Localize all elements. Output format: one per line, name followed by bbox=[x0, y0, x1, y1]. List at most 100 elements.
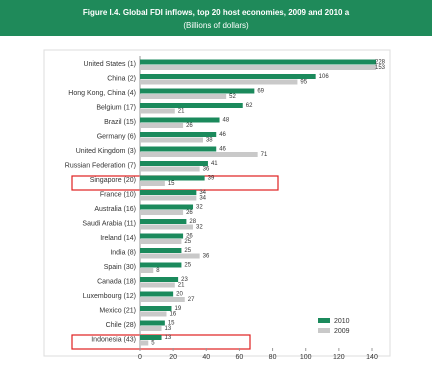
y-tick-label: Belgium (17) bbox=[96, 104, 136, 111]
y-tick-label: United Kingdom (3) bbox=[76, 148, 136, 155]
value-label: 153 bbox=[375, 65, 386, 71]
bar bbox=[140, 152, 258, 157]
bar bbox=[140, 291, 174, 297]
value-label: 25 bbox=[184, 239, 191, 245]
chart-title: Figure I.4. Global FDI inflows, top 20 h… bbox=[83, 8, 350, 17]
value-label: 15 bbox=[168, 321, 175, 327]
bars bbox=[140, 59, 376, 346]
bar bbox=[140, 268, 154, 273]
value-label: 27 bbox=[188, 297, 195, 303]
value-label: 32 bbox=[196, 225, 203, 231]
x-tick-label: 40 bbox=[202, 354, 210, 361]
y-tick-label: Hong Kong, China (4) bbox=[68, 90, 136, 97]
value-label: 32 bbox=[196, 205, 203, 211]
x-tick-label: 100 bbox=[300, 354, 312, 361]
value-label: 41 bbox=[211, 161, 218, 167]
value-label: 16 bbox=[170, 312, 177, 318]
bar bbox=[140, 233, 184, 239]
y-tick-label: France (10) bbox=[100, 191, 136, 198]
value-label: 26 bbox=[186, 123, 193, 129]
value-label: 38 bbox=[206, 138, 213, 144]
bar bbox=[140, 306, 172, 311]
bar bbox=[140, 94, 227, 99]
x-tick-label: 0 bbox=[138, 354, 142, 361]
value-label: 34 bbox=[199, 196, 206, 202]
value-label: 21 bbox=[178, 283, 185, 289]
value-label: 25 bbox=[184, 263, 191, 269]
value-label: 39 bbox=[208, 176, 215, 182]
bar bbox=[140, 320, 165, 326]
legend-swatch bbox=[318, 328, 330, 333]
bar bbox=[140, 59, 376, 65]
value-label: 28 bbox=[189, 219, 196, 225]
value-label: 15 bbox=[168, 181, 175, 187]
y-tick-label: Canada (18) bbox=[97, 278, 136, 285]
bar bbox=[140, 297, 185, 302]
chart-subtitle: (Billions of dollars) bbox=[183, 21, 249, 30]
y-tick-label: Germany (6) bbox=[97, 133, 136, 140]
bar bbox=[140, 161, 208, 166]
bar bbox=[140, 326, 162, 331]
bar bbox=[140, 117, 220, 123]
legend-label: 2009 bbox=[334, 328, 350, 335]
bar bbox=[140, 277, 179, 282]
y-tick-label: Australia (16) bbox=[94, 206, 136, 213]
value-label: 36 bbox=[203, 254, 210, 260]
bar bbox=[140, 335, 162, 340]
bar bbox=[140, 262, 182, 268]
value-label: 228 bbox=[375, 60, 386, 66]
value-label: 26 bbox=[186, 210, 193, 216]
y-tick-label: Chile (28) bbox=[106, 322, 136, 329]
x-tick-label: 140 bbox=[366, 354, 378, 361]
value-label: 62 bbox=[246, 103, 253, 109]
value-label: 13 bbox=[165, 326, 172, 332]
bar bbox=[140, 74, 316, 79]
header-band bbox=[0, 0, 432, 36]
y-tick-label: Mexico (21) bbox=[99, 307, 136, 314]
y-tick-label: China (2) bbox=[107, 75, 136, 82]
bar bbox=[140, 146, 217, 152]
bar bbox=[140, 190, 197, 195]
bar bbox=[140, 175, 205, 181]
bar bbox=[140, 103, 243, 108]
bar bbox=[140, 181, 165, 186]
value-label: 46 bbox=[219, 147, 226, 153]
value-label: 23 bbox=[181, 277, 188, 283]
value-label: 8 bbox=[156, 268, 160, 274]
bar bbox=[140, 248, 182, 253]
bar bbox=[140, 239, 182, 244]
value-label: 48 bbox=[223, 118, 230, 124]
bar bbox=[140, 204, 194, 210]
bar bbox=[140, 108, 175, 114]
value-label: 21 bbox=[178, 109, 185, 115]
y-tick-label: India (8) bbox=[110, 249, 136, 256]
bar bbox=[140, 137, 203, 143]
value-label: 19 bbox=[174, 306, 181, 312]
bar bbox=[140, 311, 167, 317]
plot-frame bbox=[43, 49, 391, 357]
value-label: 34 bbox=[199, 190, 206, 196]
y-tick-label: Singapore (20) bbox=[90, 177, 136, 184]
value-label: 20 bbox=[176, 292, 183, 298]
bar bbox=[140, 88, 255, 94]
legend-label: 2010 bbox=[334, 318, 350, 325]
value-label: 95 bbox=[300, 80, 307, 86]
x-tick-label: 20 bbox=[169, 354, 177, 361]
y-tick-label: United States (1) bbox=[83, 61, 136, 68]
y-tick-label: Spain (30) bbox=[104, 264, 136, 271]
y-tick-label: Ireland (14) bbox=[100, 235, 136, 242]
bar bbox=[140, 219, 187, 224]
value-label: 46 bbox=[219, 132, 226, 138]
value-label: 71 bbox=[261, 152, 268, 158]
value-label: 25 bbox=[184, 248, 191, 254]
value-label: 5 bbox=[151, 341, 155, 347]
bar bbox=[140, 132, 217, 137]
value-label: 36 bbox=[203, 167, 210, 173]
value-label: 13 bbox=[165, 335, 172, 341]
bar bbox=[140, 282, 175, 288]
legend-swatch bbox=[318, 318, 330, 323]
y-tick-label: Saudi Arabia (11) bbox=[82, 220, 136, 227]
bar bbox=[140, 210, 184, 215]
bar bbox=[140, 253, 200, 259]
